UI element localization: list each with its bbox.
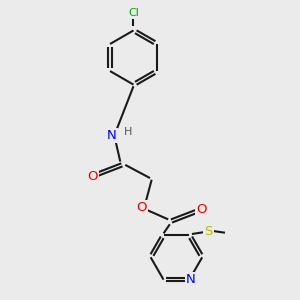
Text: H: H — [124, 128, 133, 137]
Text: O: O — [196, 203, 206, 216]
Text: O: O — [87, 170, 98, 183]
Text: N: N — [107, 129, 117, 142]
Text: O: O — [136, 201, 147, 214]
Text: N: N — [186, 273, 196, 286]
Text: S: S — [204, 225, 213, 238]
Text: Cl: Cl — [128, 8, 139, 18]
